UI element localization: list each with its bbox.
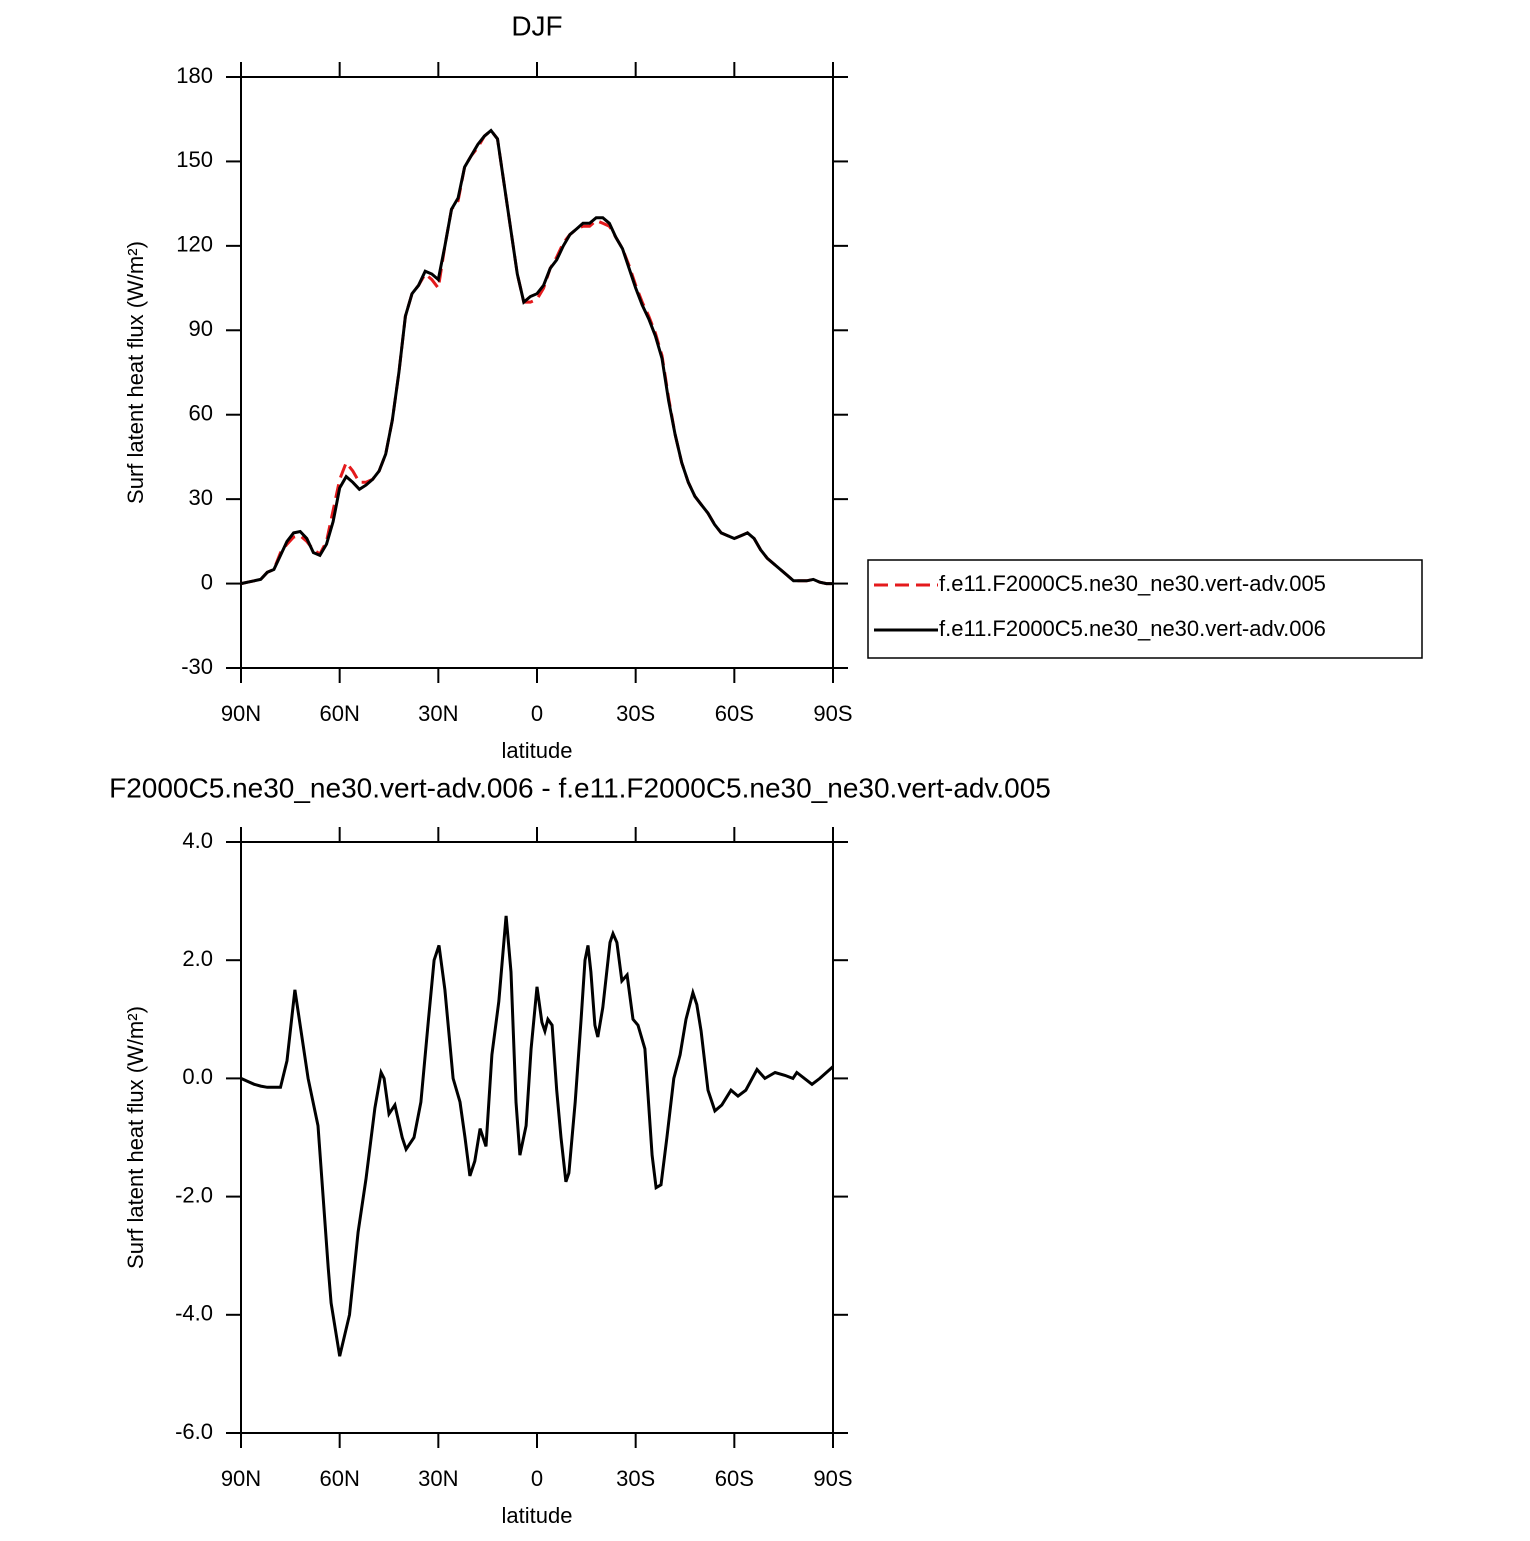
plot-frame — [240, 76, 834, 669]
x-axis-label: latitude — [502, 1503, 573, 1528]
y-tick-label: 120 — [176, 232, 213, 257]
x-tick-label: 0 — [531, 701, 543, 726]
x-tick-label: 60S — [715, 1466, 754, 1491]
x-tick-label: 30N — [418, 1466, 458, 1491]
y-tick-label: -4.0 — [175, 1301, 213, 1326]
x-tick-label: 90N — [221, 1466, 261, 1491]
y-tick-label: 0.0 — [182, 1064, 213, 1089]
x-tick-label: 60N — [319, 701, 359, 726]
y-tick-label: 90 — [189, 316, 213, 341]
legend-label: f.e11.F2000C5.ne30_ne30.vert-adv.005 — [939, 571, 1326, 596]
y-tick-label: -6.0 — [175, 1419, 213, 1444]
y-tick-label: 2.0 — [182, 946, 213, 971]
y-axis-label: Surf latent heat flux (W/m²) — [123, 241, 148, 504]
legend-box — [867, 559, 1423, 659]
x-tick-label: 60N — [319, 1466, 359, 1491]
x-tick-label: 60S — [715, 701, 754, 726]
data-line — [240, 915, 834, 1357]
y-tick-label: -30 — [181, 654, 213, 679]
x-tick-label: 30S — [616, 1466, 655, 1491]
data-line — [240, 128, 833, 586]
data-line — [240, 128, 833, 586]
legend-label: f.e11.F2000C5.ne30_ne30.vert-adv.006 — [939, 616, 1326, 641]
x-tick-label: 90S — [813, 701, 852, 726]
x-tick-label: 0 — [531, 1466, 543, 1491]
x-tick-label: 30S — [616, 701, 655, 726]
x-axis-label: latitude — [502, 738, 573, 763]
chart-title: F2000C5.ne30_ne30.vert-adv.006 - f.e11.F… — [109, 772, 1051, 803]
y-tick-label: 150 — [176, 147, 213, 172]
y-tick-label: 30 — [189, 485, 213, 510]
y-tick-label: -2.0 — [175, 1182, 213, 1207]
y-tick-label: 60 — [189, 401, 213, 426]
y-axis-label: Surf latent heat flux (W/m²) — [123, 1006, 148, 1269]
x-tick-label: 90S — [813, 1466, 852, 1491]
x-tick-label: 90N — [221, 701, 261, 726]
plot-frame — [240, 841, 834, 1434]
chart-title: DJF — [511, 10, 562, 41]
y-tick-label: 0 — [201, 569, 213, 594]
y-tick-label: 180 — [176, 63, 213, 88]
y-tick-label: 4.0 — [182, 828, 213, 853]
x-tick-label: 30N — [418, 701, 458, 726]
